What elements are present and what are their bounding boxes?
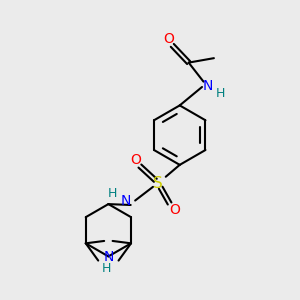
Text: N: N [120, 194, 131, 208]
Text: H: H [216, 87, 225, 100]
Text: O: O [130, 152, 141, 167]
Text: N: N [202, 79, 213, 92]
Text: N: N [103, 250, 114, 264]
Text: O: O [169, 203, 180, 217]
Text: H: H [108, 188, 118, 200]
Text: O: O [163, 32, 174, 46]
Text: S: S [153, 176, 163, 191]
Text: H: H [102, 262, 112, 275]
